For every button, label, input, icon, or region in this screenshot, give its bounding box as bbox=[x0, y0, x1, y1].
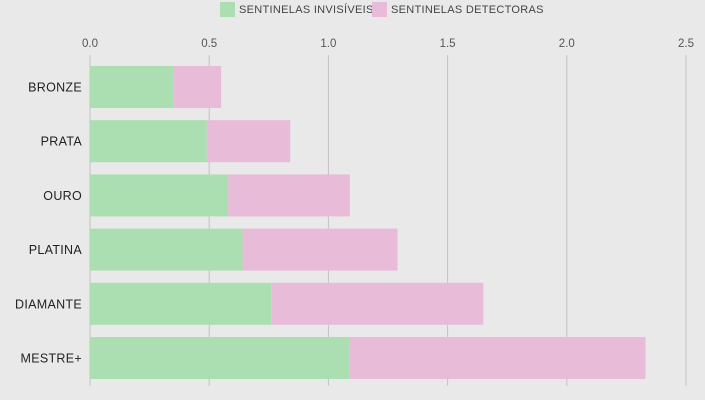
bars bbox=[90, 66, 646, 379]
bar-invisiveis bbox=[90, 120, 207, 163]
category-label: BRONZE bbox=[28, 81, 82, 95]
category-label: PLATINA bbox=[29, 243, 83, 257]
bar-invisiveis bbox=[90, 228, 243, 271]
category-label: MESTRE+ bbox=[21, 352, 83, 366]
x-tick-label: 0.0 bbox=[82, 38, 98, 50]
bar-invisiveis bbox=[90, 282, 272, 325]
bar-detectoras bbox=[173, 66, 222, 108]
bar-detectoras bbox=[271, 282, 484, 325]
x-axis-ticks: 0.0 0.5 1.0 1.5 2.0 2.5 bbox=[82, 38, 694, 50]
x-tick-label: 0.5 bbox=[201, 38, 217, 50]
bar-invisiveis bbox=[90, 337, 350, 379]
grid bbox=[89, 55, 687, 386]
category-label: DIAMANTE bbox=[15, 297, 82, 311]
category-label: OURO bbox=[43, 189, 82, 203]
bar-detectoras bbox=[228, 174, 350, 217]
legend-swatch bbox=[220, 2, 235, 17]
legend-swatch bbox=[372, 2, 387, 17]
x-tick-label: 1.5 bbox=[440, 38, 456, 50]
legend-label: SENTINELAS DETECTORAS bbox=[391, 4, 544, 16]
legend: SENTINELAS INVISÍVEIS SENTINELAS DETECTOR… bbox=[220, 2, 544, 17]
category-labels: BRONZE PRATA OURO PLATINA DIAMANTE MESTRE+ bbox=[15, 81, 82, 366]
bar-detectoras bbox=[349, 337, 646, 379]
legend-label: SENTINELAS INVISÍVEIS bbox=[239, 3, 374, 16]
bar-detectoras bbox=[206, 120, 291, 163]
bar-detectoras bbox=[242, 228, 398, 271]
bar-invisiveis bbox=[90, 66, 174, 108]
bar-invisiveis bbox=[90, 174, 229, 217]
x-tick-label: 2.5 bbox=[678, 38, 694, 50]
x-tick-label: 1.0 bbox=[320, 38, 336, 50]
category-label: PRATA bbox=[41, 135, 83, 149]
x-tick-label: 2.0 bbox=[559, 38, 575, 50]
